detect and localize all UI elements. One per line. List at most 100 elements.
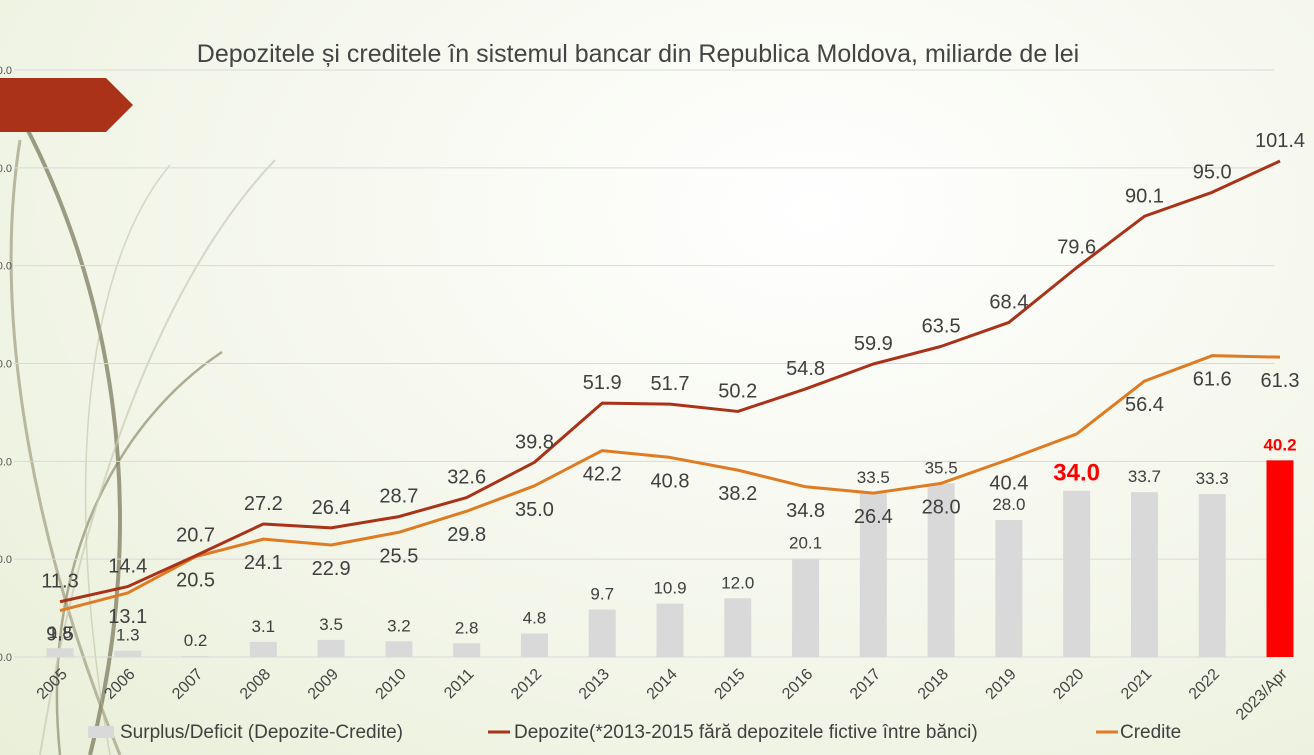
bar xyxy=(114,650,142,657)
x-tick-label: 2018 xyxy=(915,666,952,703)
deposits-data-label: 39.8 xyxy=(515,431,554,453)
legend-label-bars: Surplus/Deficit (Depozite-Credite) xyxy=(120,722,403,743)
deposits-data-label: 59.9 xyxy=(854,333,893,355)
bar-data-label: 35.5 xyxy=(925,458,958,477)
credits-data-label: 20.5 xyxy=(176,570,215,592)
deposits-data-label: 14.4 xyxy=(108,556,147,578)
deposits-data-label: 20.7 xyxy=(176,525,215,547)
credits-data-label: 29.8 xyxy=(447,524,486,546)
x-tick-label: 2019 xyxy=(983,666,1020,703)
deposits-data-label: 32.6 xyxy=(447,467,486,489)
credits-data-label: 28.0 xyxy=(922,496,961,518)
bar xyxy=(656,603,684,657)
credits-data-label: 26.4 xyxy=(854,506,893,528)
bar-data-label: 33.5 xyxy=(857,468,890,487)
bar-data-label: 40.2 xyxy=(1263,435,1296,454)
bar xyxy=(453,643,481,657)
deposits-data-label: 50.2 xyxy=(718,380,757,402)
x-tick-label: 2012 xyxy=(508,666,545,703)
bar-data-label: 10.9 xyxy=(653,579,686,598)
bar xyxy=(1063,490,1091,657)
x-tick-label: 2007 xyxy=(169,666,206,703)
credits-data-label: 9.5 xyxy=(46,624,74,646)
deposits-data-label: 28.7 xyxy=(379,486,418,508)
deposits-data-label: 79.6 xyxy=(1057,237,1096,259)
bar-data-label: 12.0 xyxy=(721,573,754,592)
bar-data-label: 33.7 xyxy=(1128,467,1161,486)
x-tick-label: 2005 xyxy=(34,666,71,703)
y-tick-label: 0.0 xyxy=(0,163,12,175)
bar-data-label: 9.7 xyxy=(590,585,614,604)
bar-data-label: 3.5 xyxy=(319,615,343,634)
y-tick-label: 0.0 xyxy=(0,65,12,77)
credits-data-label: 61.6 xyxy=(1193,369,1232,391)
deposits-data-label: 68.4 xyxy=(989,291,1028,313)
x-tick-label: 2022 xyxy=(1186,666,1223,703)
bar xyxy=(995,520,1023,657)
deposits-data-label: 27.2 xyxy=(244,493,283,515)
x-tick-label: 2011 xyxy=(441,666,477,702)
bar xyxy=(588,609,616,657)
bar-data-label: 1.3 xyxy=(116,626,140,645)
y-tick-label: 0.0 xyxy=(0,456,12,468)
deposits-data-label: 51.7 xyxy=(651,373,690,395)
deposits-data-label: 63.5 xyxy=(922,315,961,337)
bar-data-label: 33.3 xyxy=(1196,469,1229,488)
x-tick-label: 2016 xyxy=(779,666,816,703)
bar-data-label: 2.8 xyxy=(455,618,479,637)
y-tick-label: 0.0 xyxy=(0,359,12,371)
credits-data-label: 34.8 xyxy=(786,500,825,522)
bar xyxy=(1130,492,1158,657)
bar-data-label: 4.8 xyxy=(523,609,547,628)
deposits-data-label: 54.8 xyxy=(786,358,825,380)
legend-label-deposits: Depozite(*2013-2015 fără depozitele fict… xyxy=(514,722,978,743)
credits-data-label: 13.1 xyxy=(108,606,147,628)
credits-data-label: 40.4 xyxy=(989,472,1028,494)
deposits-data-label: 101.4 xyxy=(1255,130,1305,152)
deposits-data-label: 90.1 xyxy=(1125,185,1164,207)
deposits-data-label: 26.4 xyxy=(312,497,351,519)
x-tick-label: 2010 xyxy=(373,666,410,703)
x-tick-label: 2020 xyxy=(1050,666,1087,703)
credits-data-label: 61.3 xyxy=(1261,370,1300,392)
bar xyxy=(724,598,752,657)
x-tick-label: 2009 xyxy=(305,666,342,703)
x-tick-label: 2014 xyxy=(644,666,681,703)
bar xyxy=(1266,460,1294,657)
bar xyxy=(520,633,548,657)
bar xyxy=(859,493,887,657)
deposits-data-label: 51.9 xyxy=(583,372,622,394)
bar xyxy=(1198,494,1226,657)
x-tick-label: 2017 xyxy=(847,666,884,703)
credits-data-label: 25.5 xyxy=(379,545,418,567)
accent-arrow-shape xyxy=(0,78,133,132)
legend-label-credits: Credite xyxy=(1120,722,1181,743)
bar xyxy=(249,641,277,657)
x-tick-label: 2023/Apr xyxy=(1233,665,1291,723)
bar-data-label: 1.8 xyxy=(48,623,72,642)
bar xyxy=(385,641,413,657)
y-tick-label: 0.0 xyxy=(0,652,12,664)
bar-data-label: 3.1 xyxy=(252,617,276,636)
x-tick-label: 2013 xyxy=(576,666,613,703)
credits-data-label: 42.2 xyxy=(583,464,622,486)
credits-data-label: 22.9 xyxy=(312,558,351,580)
credits-data-label: 35.0 xyxy=(515,499,554,521)
bar xyxy=(317,639,345,657)
bar xyxy=(46,648,74,657)
bar-data-label: 0.2 xyxy=(184,631,208,650)
deposits-data-label: 11.3 xyxy=(41,571,78,593)
credits-data-label: 40.8 xyxy=(651,470,690,492)
x-tick-label: 2008 xyxy=(237,666,274,703)
y-tick-label: 0.0 xyxy=(0,554,12,566)
credits-data-label: 38.2 xyxy=(718,483,757,505)
bar-data-label: 3.2 xyxy=(387,616,411,635)
chart-title: Depozitele și creditele în sistemul banc… xyxy=(197,40,1079,68)
legend-swatch-bars xyxy=(88,726,114,738)
bar xyxy=(182,656,210,657)
bar-data-label: 20.1 xyxy=(789,534,822,553)
credits-data-label: 24.1 xyxy=(244,552,283,574)
bar-data-label: 28.0 xyxy=(992,495,1025,514)
bar xyxy=(927,483,955,657)
credits-line xyxy=(59,354,1281,612)
